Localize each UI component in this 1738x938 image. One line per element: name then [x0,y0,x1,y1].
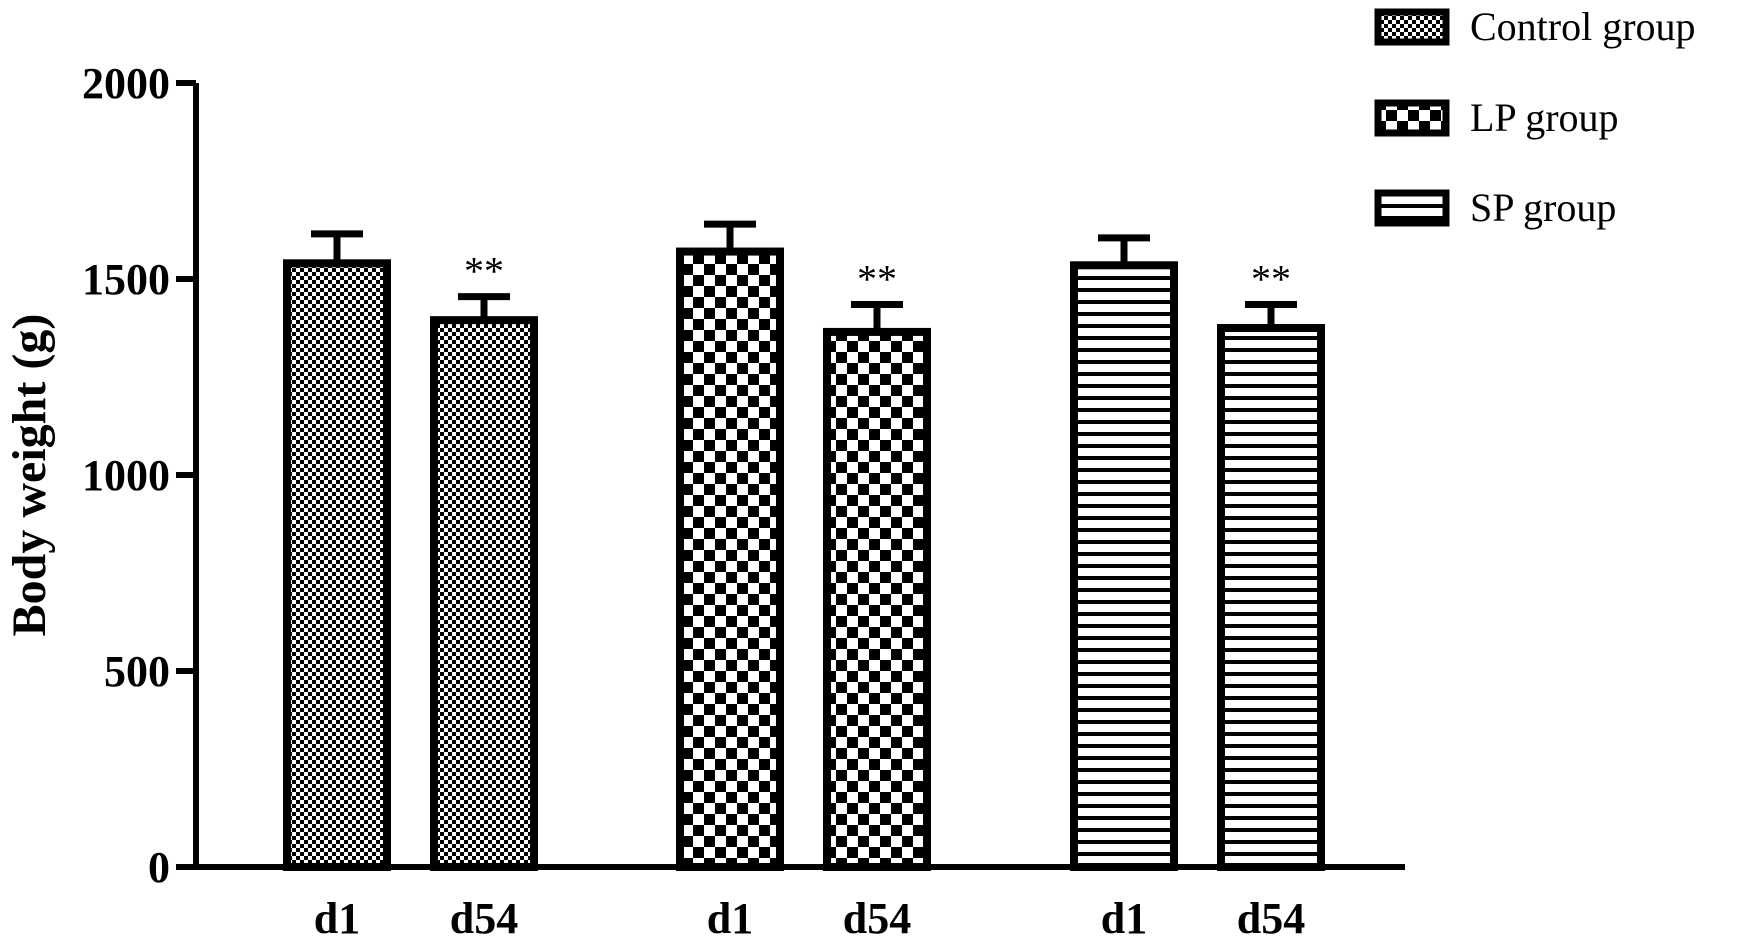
bar [1217,324,1325,871]
legend-label: LP group [1470,95,1619,140]
x-tick-label: d54 [450,894,518,938]
x-tick-label: d1 [707,894,753,938]
x-axis-labels: d1 d54 d1 d54 d1 d54 [314,894,1305,938]
bar [1070,261,1178,871]
significance-marker: ** [464,249,504,294]
significance-marker: ** [857,256,897,301]
y-tick-label: 0 [148,843,170,892]
x-tick-label: d54 [1237,894,1305,938]
bar [283,259,391,871]
x-tick-label: d1 [314,894,360,938]
bar [823,327,931,872]
y-tick-label: 2000 [82,59,170,108]
significance-marker: ** [1251,256,1291,301]
legend-label: SP group [1470,185,1616,230]
legend-swatch [1374,8,1450,46]
y-tick-label: 1000 [82,451,170,500]
x-tick-label: d54 [843,894,911,938]
y-tick-label: 500 [104,647,170,696]
y-axis-title: Body weight (g) [3,314,56,637]
y-axis-ticks: 0 500 1000 1500 2000 [82,59,196,892]
bars: ** ** ** [283,220,1325,872]
legend-swatch [1374,99,1450,137]
bar [676,247,784,871]
legend-swatch [1374,189,1450,227]
x-tick-label: d1 [1101,894,1147,938]
y-tick-label: 1500 [82,255,170,304]
legend-label: Control group [1470,4,1696,49]
legend: Control group LP group SP group [1374,4,1696,230]
bar [430,316,538,872]
